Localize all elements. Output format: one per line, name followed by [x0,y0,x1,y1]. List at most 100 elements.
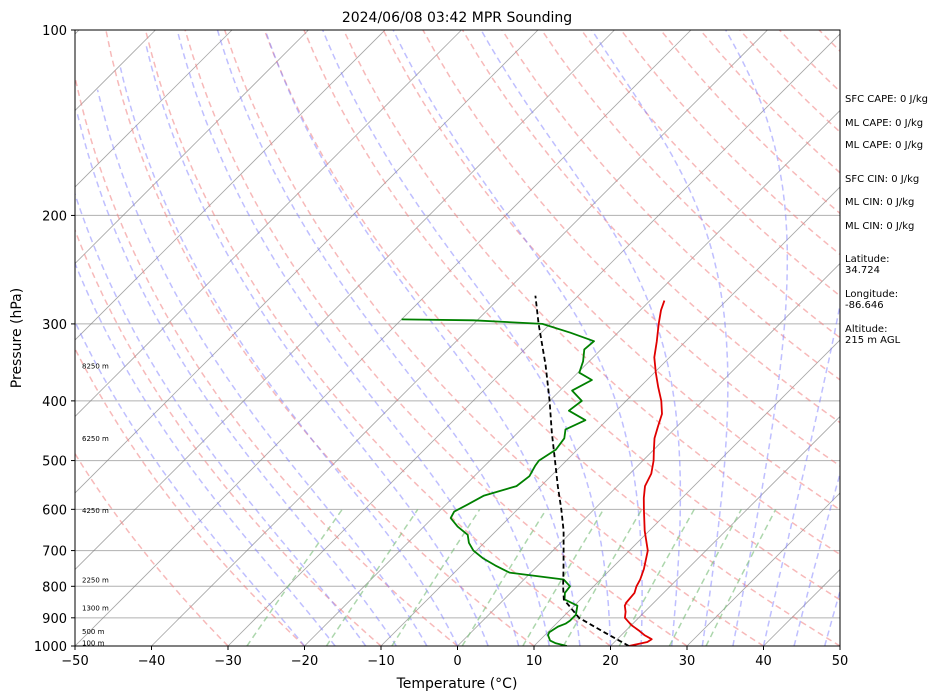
x-tick-label: 40 [755,654,772,669]
isotherm-line [151,30,768,646]
x-tick-label: −50 [61,654,88,669]
annotation-text: Latitude: [845,254,890,265]
annotation-text: SFC CIN: 0 J/kg [845,174,919,185]
moist-adiabat-line [75,261,336,646]
annotation-text: SFC CAPE: 0 J/kg [845,94,928,105]
y-axis-label: Pressure (hPa) [9,288,25,388]
x-tick-label: 30 [679,654,696,669]
annotation-text: Altitude: [845,324,887,335]
isotherm-line [686,492,840,646]
background-lines [0,30,840,646]
y-tick-label: 900 [42,612,67,627]
x-tick-label: −40 [138,654,165,669]
moist-adiabat-line [725,30,789,646]
moist-adiabat-line [591,30,729,646]
isotherm-line [75,30,615,571]
dry-adiabat-line [342,30,840,556]
plot-background [75,30,840,646]
x-tick-label: 0 [453,654,461,669]
sounding-lines [401,295,666,646]
y-tick-label: 700 [42,545,67,560]
mixing-ratio-line [246,508,343,646]
y-tick-label: 300 [42,318,67,333]
dry-adiabat-line [580,30,840,297]
annotation-text: -86.646 [845,300,884,311]
dry-adiabat-line [144,30,611,646]
moist-adiabat-line [823,588,840,646]
moist-adiabat-line [144,42,489,646]
isotherm-line [75,30,309,265]
mixing-ratio-line [705,508,777,646]
mixing-ratio-line [668,508,742,646]
dry-adiabat-line [382,30,840,511]
mixing-ratio-line [618,508,695,646]
moist-adiabat-line [176,30,520,646]
height-label: 100 m [82,639,105,647]
isotherm-line [75,30,233,188]
moist-adiabat-line [264,30,581,646]
height-label: 4250 m [82,507,109,515]
temperature-profile-line [623,300,666,646]
annotation-text: ML CIN: 0 J/kg [845,221,914,232]
y-tick-label: 200 [42,209,67,224]
height-label: 500 m [82,628,105,636]
height-label: 1300 m [82,604,109,612]
y-tick-label: 100 [42,24,67,39]
dewpoint-profile-line [401,318,595,646]
mixing-ratio-line [522,508,605,646]
y-tick-label: 800 [42,580,67,595]
chart-title: 2024/06/08 03:42 MPR Sounding [342,10,572,26]
x-ticks: −50 −40 −30 −20 −10 0 10 20 30 40 50 [61,646,848,669]
dry-adiabat-line [75,73,458,646]
isotherm-line [0,30,3,646]
y-tick-label: 500 [42,455,67,470]
x-tick-label: −20 [291,654,318,669]
moist-adiabat-line [96,89,428,646]
height-labels: 100 m 500 m 1300 m 2250 m 4250 m 6250 m 8250 m [82,362,109,647]
annotation-text: ML CIN: 0 J/kg [845,197,914,208]
parcel-profile-line [534,295,630,646]
mixing-ratio-line [325,508,419,646]
dry-adiabat-line [75,347,306,646]
isotherm-line [75,30,386,341]
stability-annotations: SFC CAPE: 0 J/kg ML CAPE: 0 J/kg ML CAPE: … [845,94,928,346]
x-tick-label: 20 [602,654,619,669]
isotherm-line [75,30,462,418]
moist-adiabat-line [480,30,682,646]
dry-adiabat-line [105,30,535,646]
x-axis-label: Temperature (°C) [396,676,518,692]
x-tick-label: 50 [832,654,849,669]
y-ticks: 100 200 300 400 500 600 700 800 900 1000 [34,24,75,655]
annotation-text: ML CAPE: 0 J/kg [845,118,923,129]
annotation-text: ML CAPE: 0 J/kg [845,140,923,151]
mixing-ratio-line [461,508,547,646]
moist-adiabat-line [762,301,840,646]
mixing-ratio-line [391,508,481,646]
x-tick-label: 10 [526,654,543,669]
dry-adiabat-line [422,30,840,467]
annotation-text: Longitude: [845,289,898,300]
height-label: 2250 m [82,576,109,584]
moist-adiabat-line [75,191,367,646]
moist-adiabat-line [322,30,612,646]
x-tick-label: −10 [367,654,394,669]
moist-adiabat-line [75,110,397,646]
isotherm-line [304,109,840,646]
isotherm-line [380,186,840,646]
moist-adiabat-line [793,471,840,646]
isotherm-line [75,30,539,494]
moist-adiabat-line [392,30,643,646]
height-label: 8250 m [82,362,109,370]
moist-adiabat-line [75,319,306,646]
isotherm-line [533,339,840,646]
moist-adiabat-line [216,30,551,646]
dry-adiabat-line [303,30,840,601]
isotherm-line [227,33,840,646]
isotherm-line [75,30,692,646]
y-tick-label: 1000 [34,640,67,655]
isotherm-line [610,415,840,646]
annotation-text: 215 m AGL [845,335,901,346]
y-tick-label: 400 [42,395,67,410]
height-label: 6250 m [82,435,109,443]
